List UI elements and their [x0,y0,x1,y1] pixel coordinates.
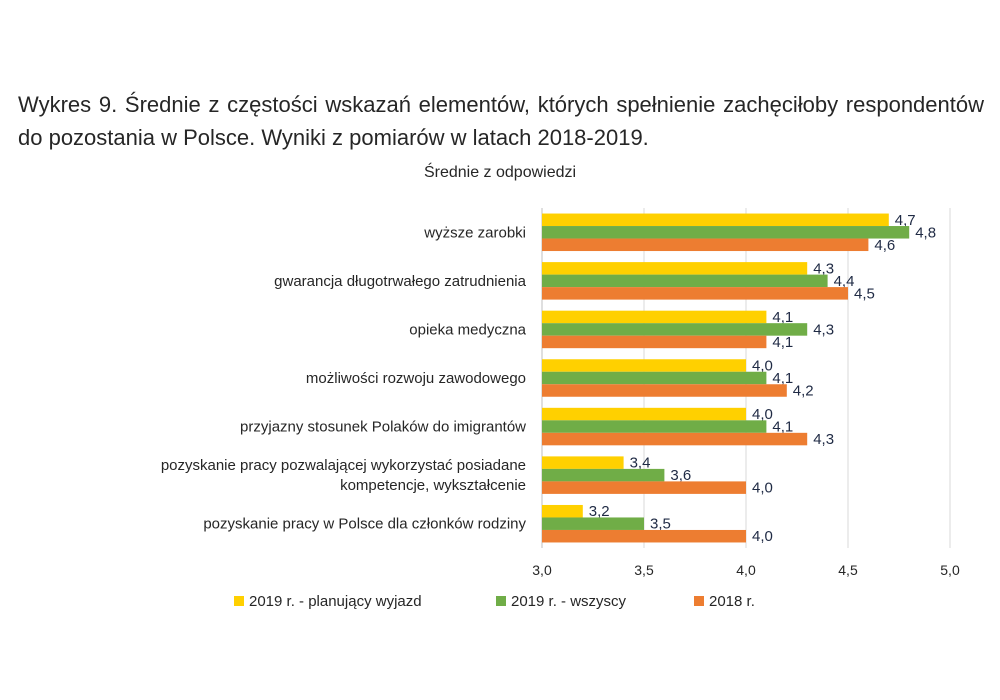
data-label: 4,1 [772,309,793,326]
legend-label: 2018 r. [709,593,755,610]
bar [542,262,808,275]
data-label: 4,0 [752,406,773,423]
bar [542,481,746,494]
category-label: przyjazny stosunek Polaków do imigrantów [240,419,526,436]
data-label: 4,1 [772,419,793,436]
data-label: 4,3 [813,321,834,338]
data-label: 4,6 [874,237,895,254]
chart-title-text: Średnie z odpowiedzi [423,164,577,181]
bar [542,213,889,227]
category-label: pozyskanie pracy pozwalającej wykorzysta… [161,457,526,474]
bar [542,432,808,446]
category-label: wyższe zarobki [423,224,526,241]
bar [542,384,787,397]
data-label: 4,1 [772,370,793,387]
bar [542,238,869,252]
chart-title: Średnie z odpowiedzi [0,164,1000,182]
bar [542,310,767,324]
legend-label: 2019 r. - wszyscy [511,593,627,610]
x-tick-label: 4,5 [838,562,858,578]
x-tick-label: 3,5 [634,562,654,578]
category-label: gwarancja długotrwałego zatrudnienia [274,273,526,290]
legend-swatch [694,596,704,606]
data-label: 4,0 [752,528,773,545]
category-label: kompetencje, wykształcenie [340,477,526,494]
data-label: 3,6 [670,467,691,484]
data-label: 4,1 [772,334,793,351]
bar [542,407,746,421]
data-label: 4,0 [752,358,773,375]
data-label: 4,3 [813,431,834,448]
legend-swatch [234,596,244,606]
x-tick-label: 4,0 [736,562,756,578]
legend-swatch [496,596,506,606]
bar [542,371,767,385]
x-tick-label: 5,0 [940,562,960,578]
category-label: możliwości rozwoju zawodowego [306,370,526,387]
bar [542,420,767,433]
category-label: pozyskanie pracy w Polsce dla członków r… [203,516,526,533]
bar [542,529,746,543]
data-label: 4,7 [895,212,916,229]
bar [542,335,767,349]
data-label: 4,2 [793,383,814,400]
data-label: 4,3 [813,260,834,277]
data-label: 3,5 [650,516,671,533]
page-title: Wykres 9. Średnie z częstości wskazań el… [18,92,984,150]
data-label: 4,8 [915,224,936,241]
legend-label: 2019 r. - planujący wyjazd [249,593,422,610]
category-label: opieka medyczna [409,321,526,338]
data-label: 3,2 [589,503,610,520]
bar [542,323,808,336]
bar [542,517,644,530]
bar [542,274,828,288]
bar [542,456,624,469]
data-label: 3,4 [630,455,651,472]
data-label: 4,4 [834,273,855,290]
bar [542,287,848,300]
bar [542,504,583,518]
x-tick-label: 3,0 [532,562,552,578]
data-label: 4,0 [752,480,773,497]
bar [542,468,665,482]
data-label: 4,5 [854,285,875,302]
bar [542,226,910,239]
bar [542,359,746,372]
